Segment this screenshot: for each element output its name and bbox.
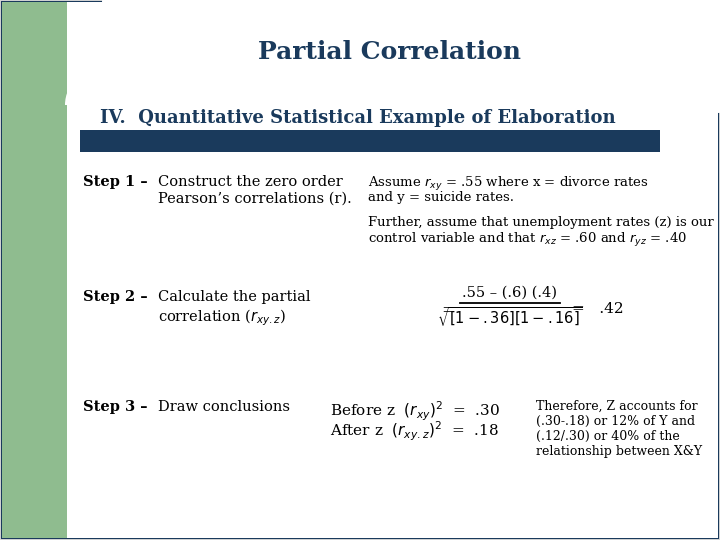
- Bar: [2, 2, 67, 538]
- FancyBboxPatch shape: [102, 0, 720, 113]
- Bar: [67, 105, 718, 538]
- Ellipse shape: [65, 65, 155, 145]
- Text: control variable and that $r_{xz}$ = .60 and $r_{yz}$ = .40: control variable and that $r_{xz}$ = .60…: [368, 231, 687, 249]
- Text: Therefore, Z accounts for: Therefore, Z accounts for: [536, 400, 698, 413]
- Text: =: =: [441, 302, 455, 319]
- Text: Step 1 –: Step 1 –: [83, 175, 148, 189]
- Bar: [2, 105, 67, 538]
- Text: Step 3 –: Step 3 –: [83, 400, 148, 414]
- Text: Before z  $(r_{xy})^2$  =  .30: Before z $(r_{xy})^2$ = .30: [330, 400, 500, 423]
- Text: Partial Correlation: Partial Correlation: [258, 40, 521, 64]
- Bar: [80, 130, 660, 152]
- Text: .55 – (.6) (.4): .55 – (.6) (.4): [462, 286, 557, 300]
- Text: After z  $(r_{xy.z})^2$  =  .18: After z $(r_{xy.z})^2$ = .18: [330, 420, 499, 443]
- Text: $\sqrt{[1-.36][1-.16]}$: $\sqrt{[1-.36][1-.16]}$: [437, 305, 582, 329]
- Text: Pearson’s correlations (r).: Pearson’s correlations (r).: [158, 192, 352, 206]
- Text: Draw conclusions: Draw conclusions: [158, 400, 290, 414]
- Text: Calculate the partial: Calculate the partial: [158, 290, 310, 304]
- Text: Assume $r_{xy}$ = .55 where x = divorce rates: Assume $r_{xy}$ = .55 where x = divorce …: [368, 175, 649, 193]
- Text: Further, assume that unemployment rates (z) is our: Further, assume that unemployment rates …: [368, 216, 714, 229]
- Text: and y = suicide rates.: and y = suicide rates.: [368, 191, 514, 204]
- Text: correlation ($r_{xy.z}$): correlation ($r_{xy.z}$): [158, 307, 286, 328]
- Bar: [2, 2, 718, 105]
- Text: IV.  Quantitative Statistical Example of Elaboration: IV. Quantitative Statistical Example of …: [100, 109, 616, 127]
- FancyBboxPatch shape: [67, 2, 718, 538]
- Text: =   .42: = .42: [572, 302, 624, 316]
- Text: Step 2 –: Step 2 –: [83, 290, 148, 304]
- Text: (.30-.18) or 12% of Y and: (.30-.18) or 12% of Y and: [536, 415, 695, 428]
- Text: Construct the zero order: Construct the zero order: [158, 175, 343, 189]
- Text: (.12/.30) or 40% of the: (.12/.30) or 40% of the: [536, 430, 680, 443]
- Text: relationship between X&Y: relationship between X&Y: [536, 445, 702, 458]
